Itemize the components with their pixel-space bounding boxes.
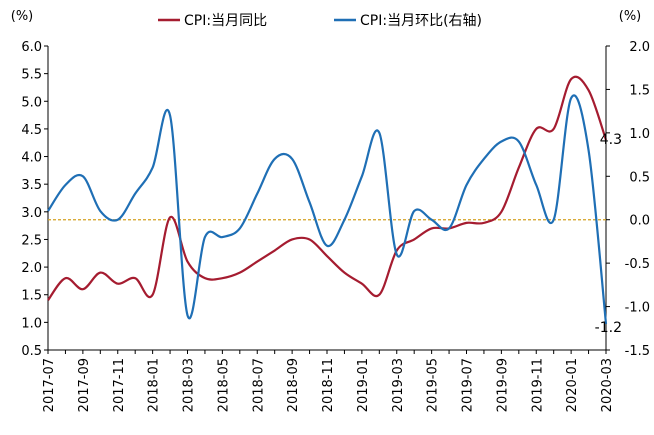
left-tick-label: 0.5 [21, 344, 42, 359]
left-tick-label: 2.5 [21, 233, 42, 248]
right-tick-label: -0.5 [625, 257, 650, 272]
left-tick-label: 4.0 [21, 151, 42, 166]
left-tick-label: 5.5 [21, 68, 42, 83]
right-tick-label: 1.5 [629, 83, 650, 98]
left-tick-label: 1.0 [21, 316, 42, 331]
right-tick-label: 0.0 [629, 214, 650, 229]
x-tick-label: 2019-07 [461, 358, 476, 412]
legend-label: CPI:当月同比 [184, 13, 267, 29]
right-tick-label: 0.5 [629, 170, 650, 185]
series-lines [47, 75, 608, 325]
right-tick-label: -1.0 [625, 301, 650, 316]
left-tick-label: 3.0 [21, 206, 42, 221]
x-tick-label: 2017-09 [77, 358, 92, 412]
left-tick-label: 6.0 [21, 40, 42, 55]
x-tick-label: 2018-01 [147, 358, 162, 412]
x-tick-label: 2018-03 [182, 358, 197, 412]
left-y-axis: 6.0 5.5 5.0 4.5 4.0 3.5 3.0 2.5 2.0 1.5 1.0 0.5 [21, 40, 49, 359]
end-value-label: -1.2 [595, 320, 622, 336]
left-tick-label: 4.5 [21, 123, 42, 138]
x-tick-label: 2019-09 [495, 358, 510, 412]
left-axis-unit: (%) [11, 9, 34, 24]
x-tick-label: 2020-01 [565, 358, 580, 412]
right-tick-label: 1.0 [629, 127, 650, 142]
left-tick-label: 5.0 [21, 95, 42, 110]
x-tick-label: 2020-03 [600, 358, 615, 412]
x-tick-label: 2018-07 [251, 358, 266, 412]
x-tick-label: 2018-05 [216, 358, 231, 412]
data-annotations: 4.3 -1.2 [595, 132, 622, 336]
legend-label: CPI:当月环比(右轴) [360, 13, 482, 29]
x-tick-label: 2019-05 [426, 358, 441, 412]
x-tick-label: 2019-03 [391, 358, 406, 412]
right-tick-label: -1.5 [625, 344, 650, 359]
x-tick-label: 2017-11 [112, 358, 127, 412]
x-tick-label: 2018-09 [286, 358, 301, 412]
x-axis: 2017-07 2017-09 2017-11 2018-01 2018-03 2018-… [42, 349, 615, 412]
right-tick-label: 2.0 [629, 40, 650, 55]
cpi-mom-line [47, 94, 608, 325]
left-tick-label: 3.5 [21, 178, 42, 193]
x-tick-label: 2018-11 [321, 358, 336, 412]
left-tick-label: 1.5 [21, 289, 42, 304]
left-tick-label: 2.0 [21, 261, 42, 276]
right-y-axis: 2.0 1.5 1.0 0.5 0.0 -0.5 -1.0 -1.5 [605, 40, 650, 359]
cpi-yoy-line [47, 75, 608, 301]
legend: CPI:当月同比 CPI:当月环比(右轴) [158, 13, 482, 29]
end-value-label: 4.3 [600, 132, 622, 148]
x-tick-label: 2019-11 [530, 358, 545, 412]
x-tick-label: 2019-01 [356, 358, 371, 412]
x-tick-label: 2017-07 [42, 358, 57, 412]
right-axis-unit: (%) [619, 9, 642, 24]
axis-units: (%) (%) [11, 9, 642, 24]
